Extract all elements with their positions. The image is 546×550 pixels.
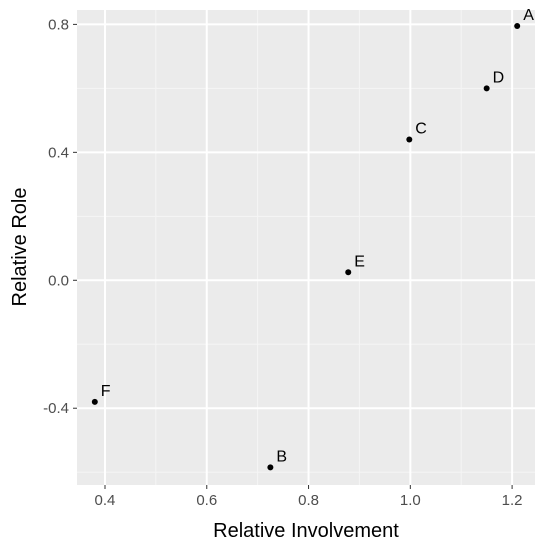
minor-grid	[77, 10, 535, 485]
data-point-c	[406, 136, 413, 143]
point-label-b: B	[276, 448, 287, 465]
x-axis-ticks: 0.4 0.6 0.8 1.0 1.2	[95, 485, 523, 509]
y-tick-label: 0.0	[48, 272, 69, 289]
x-tick-label: 0.6	[196, 492, 217, 509]
y-axis-ticks: -0.4 0.0 0.4 0.8	[43, 16, 77, 417]
data-points: A B C D E F	[91, 7, 534, 471]
y-tick-label: 0.4	[48, 144, 69, 161]
point-label-e: E	[354, 253, 365, 270]
data-point-f	[91, 398, 98, 405]
major-grid	[77, 10, 535, 485]
data-point-b	[267, 464, 274, 471]
x-tick-label: 0.8	[298, 492, 319, 509]
point-label-f: F	[101, 383, 111, 400]
point-label-a: A	[523, 7, 534, 24]
data-point-e	[345, 269, 352, 276]
point-label-c: C	[415, 121, 427, 138]
plot-panel	[77, 10, 535, 485]
x-tick-label: 0.4	[95, 492, 116, 509]
data-point-a	[514, 22, 521, 29]
x-axis-title: Relative Involvement	[213, 520, 399, 542]
y-tick-label: -0.4	[43, 400, 69, 417]
x-tick-label: 1.2	[502, 492, 523, 509]
point-label-d: D	[493, 69, 505, 86]
y-axis-title: Relative Role	[9, 188, 31, 307]
data-point-d	[483, 85, 490, 92]
x-tick-label: 1.0	[400, 492, 421, 509]
y-tick-label: 0.8	[48, 16, 69, 33]
